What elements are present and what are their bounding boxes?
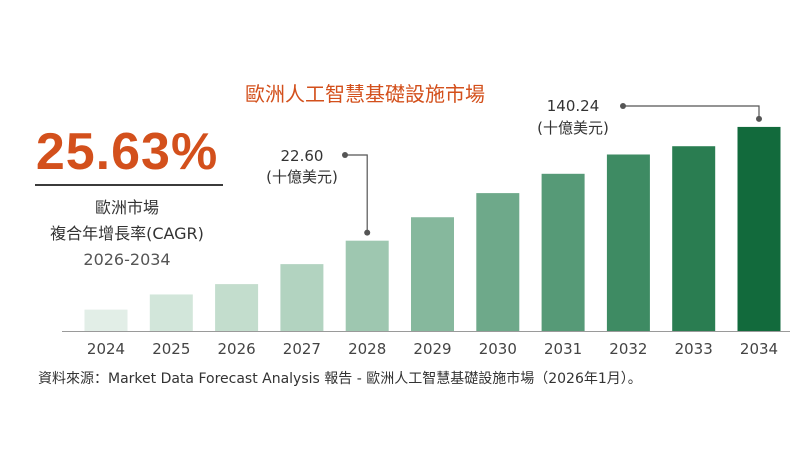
callout-end-dot-2034 xyxy=(756,115,762,122)
bar-2028 xyxy=(345,240,389,331)
bar-2025 xyxy=(149,294,193,331)
x-tick-label-2027: 2027 xyxy=(283,340,321,358)
callout-dot-2034 xyxy=(620,103,626,109)
cagr-divider xyxy=(35,184,223,186)
x-tick-label-2024: 2024 xyxy=(87,340,125,358)
x-tick-label-2026: 2026 xyxy=(218,340,256,358)
callout-line-2034 xyxy=(623,105,760,119)
callout-value-2028: 22.60 xyxy=(281,147,324,165)
source-note: 資料來源：Market Data Forecast Analysis 報告 - … xyxy=(38,371,642,387)
callout-end-dot-2028 xyxy=(364,229,371,236)
bar-2027 xyxy=(280,264,324,331)
x-tick-label-2025: 2025 xyxy=(152,340,190,358)
callout-line-2028 xyxy=(345,154,368,233)
x-tick-label-2028: 2028 xyxy=(348,340,386,358)
cagr-value: 25.63% xyxy=(35,123,219,181)
callout-value-2034: 140.24 xyxy=(547,97,600,115)
bar-2029 xyxy=(411,217,454,331)
bar-2026 xyxy=(215,284,259,331)
chart-title: 歐洲人工智慧基礎設施市場 xyxy=(245,82,485,106)
cagr-metric-label: 複合年增長率(CAGR) xyxy=(50,224,204,243)
x-tick-label-2034: 2034 xyxy=(740,340,778,358)
bar-2032 xyxy=(606,154,650,331)
x-tick-label-2029: 2029 xyxy=(413,340,451,358)
x-tick-label-2030: 2030 xyxy=(479,340,517,358)
bar-2034 xyxy=(737,126,781,331)
bar-2033 xyxy=(672,146,716,331)
bar-2030 xyxy=(476,193,520,331)
bar-2024 xyxy=(84,309,128,331)
callout-unit-2034: (十億美元) xyxy=(537,119,609,137)
x-tick-label-2032: 2032 xyxy=(609,340,647,358)
x-tick-label-2031: 2031 xyxy=(544,340,582,358)
callout-dot-2028 xyxy=(342,152,348,158)
callout-unit-2028: (十億美元) xyxy=(266,168,338,186)
cagr-period-label: 2026-2034 xyxy=(83,250,171,269)
x-tick-label-2033: 2033 xyxy=(675,340,713,358)
bar-2031 xyxy=(541,173,585,331)
cagr-region-label: 歐洲市場 xyxy=(94,198,159,217)
